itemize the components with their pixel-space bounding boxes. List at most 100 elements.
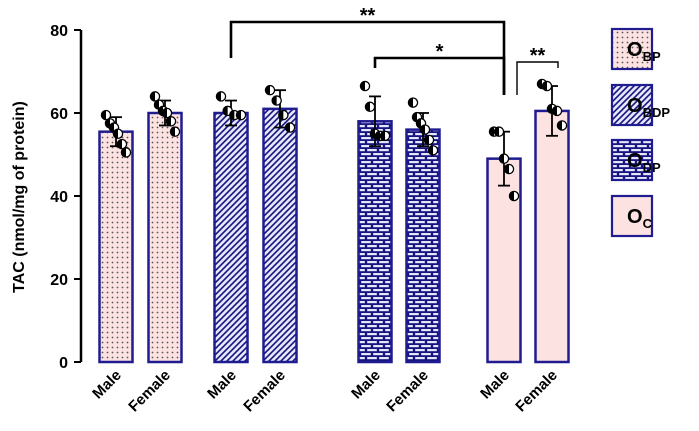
data-point-fill [162, 108, 167, 118]
data-point-fill [552, 106, 557, 116]
data-point [407, 97, 419, 108]
data-point-fill [150, 91, 155, 101]
x-tick-label: Male [89, 367, 125, 403]
data-point-fill [494, 127, 499, 137]
data-point [120, 147, 132, 158]
data-point-fill [229, 110, 235, 120]
x-tick-label: Female [512, 367, 561, 416]
data-point-fill [380, 131, 385, 141]
data-point-fill [216, 91, 221, 101]
data-point-fill [117, 139, 122, 149]
significance-brackets: *** ** [229, 5, 559, 95]
y-axis-ticks: 0 20 40 60 80 [50, 23, 81, 372]
data-point-fill [504, 164, 509, 174]
significance-label: ** [360, 5, 376, 27]
bars-layer [98, 107, 570, 364]
data-point [419, 124, 431, 135]
data-point-fill [236, 110, 241, 120]
data-point [271, 95, 282, 106]
legend-item-dp: ODP [610, 138, 661, 182]
data-point-fill [166, 116, 171, 126]
bar-c-male [486, 157, 522, 364]
data-point-fill [424, 135, 429, 145]
legend-swatch [610, 138, 654, 182]
data-point [551, 105, 563, 117]
data-point-fill [154, 100, 159, 110]
data-points-layer [100, 78, 568, 202]
data-point [359, 80, 371, 92]
bar-bdp-female [262, 107, 298, 364]
data-point [508, 190, 520, 202]
data-point [100, 109, 112, 121]
x-tick-label: Female [383, 367, 432, 416]
data-point-fill [420, 125, 425, 135]
data-point-fill [537, 79, 542, 89]
x-tick-label: Male [477, 367, 513, 403]
data-point [498, 153, 510, 164]
data-point-fill [428, 145, 433, 155]
data-point-fill [412, 112, 417, 122]
data-point-fill [223, 106, 228, 116]
bar-bdp-male [213, 111, 249, 364]
data-point-fill [557, 120, 563, 131]
data-point [278, 109, 289, 121]
data-point-fill [101, 110, 106, 120]
data-point [379, 130, 391, 142]
data-point-fill [272, 95, 277, 106]
data-point [364, 101, 376, 113]
data-point-fill [375, 131, 380, 141]
legend-label: OC [627, 206, 653, 231]
bar-bp-male [98, 130, 134, 364]
data-point [541, 80, 553, 92]
data-point [423, 134, 435, 146]
data-point-fill [113, 129, 118, 139]
data-point-fill [489, 127, 494, 137]
data-point-fill [109, 122, 114, 133]
data-point [215, 91, 227, 102]
data-point [149, 91, 161, 102]
bar-bp-female [147, 111, 183, 364]
data-point-fill [542, 81, 547, 91]
data-point-fill [547, 104, 552, 114]
bar-c-female [534, 109, 570, 364]
x-tick-label: Female [125, 367, 174, 416]
data-point-fill [265, 85, 270, 95]
legend-label-main: O [627, 150, 643, 172]
data-point [503, 163, 515, 175]
significance-label: ** [530, 45, 546, 67]
legend-label-main: O [627, 206, 643, 228]
significance-label: * [436, 41, 444, 63]
data-point-fill [365, 102, 370, 112]
y-tick-label: 40 [50, 189, 68, 206]
significance-bracket [373, 56, 506, 95]
data-point [235, 109, 247, 121]
data-point [112, 128, 124, 139]
legend-swatch [610, 83, 654, 127]
legend-label-subscript: BP [643, 49, 661, 64]
x-axis-labels: Male Female Male Female Male Female Male Female [89, 367, 561, 416]
data-point-fill [370, 129, 375, 139]
data-point [427, 145, 439, 156]
data-point-fill [285, 122, 290, 133]
data-point [284, 122, 296, 133]
data-point-fill [499, 154, 504, 164]
x-tick-label: Female [240, 367, 289, 416]
legend-item-bdp: OBDP [610, 83, 670, 127]
data-point-fill [105, 118, 110, 128]
data-point-fill [278, 110, 284, 120]
data-point-fill [170, 127, 175, 137]
data-point [116, 138, 128, 150]
data-point [165, 116, 177, 127]
bar-dp-male [357, 120, 393, 364]
data-point [493, 126, 505, 137]
legend-label: OBP [627, 39, 661, 64]
legend-item-c: OC [610, 194, 654, 238]
legend-item-bp: OBP [610, 27, 661, 71]
legend-label: ODP [627, 150, 661, 175]
legend-label-main: O [627, 39, 643, 61]
y-tick-label: 0 [59, 355, 68, 372]
x-tick-label: Male [348, 367, 384, 403]
legend-label-subscript: C [643, 216, 653, 231]
data-point-fill [121, 147, 126, 158]
